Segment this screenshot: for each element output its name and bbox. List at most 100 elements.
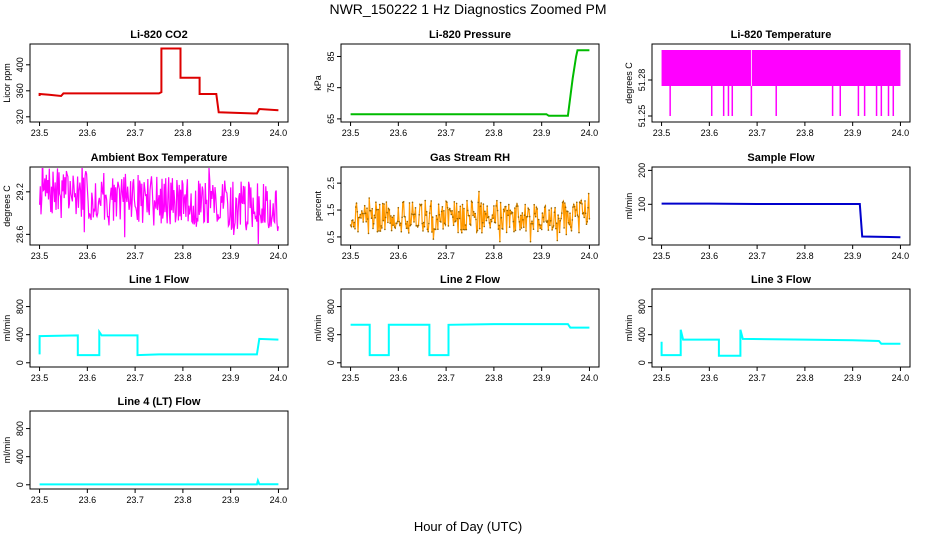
series-point: [473, 216, 476, 218]
series-point: [373, 214, 376, 217]
data-area: [39, 477, 279, 486]
series-point: [423, 225, 426, 228]
series-point: [400, 230, 403, 233]
series-point: [397, 206, 400, 209]
series-point: [541, 212, 544, 214]
series-point: [490, 220, 493, 223]
series-point: [528, 215, 531, 218]
y-tick-label: 51.25: [637, 105, 647, 128]
series-point: [380, 225, 383, 227]
data-area: [38, 328, 279, 357]
series-line: [38, 328, 279, 357]
series-point: [461, 231, 463, 234]
series-point: [580, 199, 582, 202]
series-point: [531, 223, 534, 225]
panel-gas-stream-rh: Gas Stream RH 23.5 23.6 23.7 23.8 23.9 24.0 0.5…: [313, 152, 600, 261]
series-point: [555, 227, 557, 230]
series-point: [437, 228, 439, 230]
series-point: [447, 225, 450, 227]
x-tick-label: 23.8: [485, 251, 503, 261]
y-tick-label: 400: [15, 57, 25, 72]
series-point: [398, 220, 400, 223]
y-tick-label: 28.6: [15, 226, 25, 244]
series-point: [475, 218, 477, 221]
x-tick-label: 23.7: [126, 128, 144, 138]
series-point: [449, 210, 452, 212]
plot-frame: [340, 166, 600, 246]
x-tick-label: 23.7: [437, 373, 455, 383]
series-point: [381, 202, 384, 205]
series-point: [498, 224, 500, 227]
x-tick-label: 23.6: [390, 251, 408, 261]
series-point: [425, 210, 428, 213]
series-point: [378, 230, 380, 232]
series-point: [464, 224, 467, 226]
series-point: [460, 228, 462, 231]
series-line: [350, 323, 590, 357]
series-point: [414, 207, 417, 209]
series-point: [495, 205, 497, 207]
series-point: [584, 212, 587, 215]
plot-frame: [29, 43, 289, 123]
series-point: [378, 203, 381, 206]
x-tick-label: 23.6: [79, 373, 97, 383]
plot-frame: [29, 410, 289, 490]
series-point: [524, 203, 526, 206]
series-point: [522, 219, 524, 221]
panel-title: Li-820 Temperature: [731, 29, 832, 41]
series-point: [443, 210, 445, 212]
series-point: [452, 216, 454, 218]
x-tick-label: 24.0: [270, 495, 288, 505]
series-point: [436, 218, 439, 221]
series-point: [359, 213, 362, 216]
series-point: [530, 223, 532, 225]
series-point: [421, 222, 424, 225]
series-point: [422, 230, 424, 232]
series-point: [497, 228, 500, 230]
panel-title: Sample Flow: [747, 152, 815, 164]
series-point: [561, 212, 563, 214]
series-point: [576, 214, 579, 216]
panel-title: Line 1 Flow: [129, 274, 189, 286]
x-tick-label: 23.6: [701, 373, 719, 383]
series-point: [536, 208, 538, 210]
y-tick-label: 2.5: [326, 177, 336, 190]
series-point: [366, 207, 368, 209]
x-tick-label: 23.8: [796, 251, 814, 261]
data-area: [660, 329, 901, 357]
series-point: [375, 208, 378, 211]
series-point: [514, 229, 517, 232]
y-tick-label: 0.5: [326, 231, 336, 244]
series-point: [428, 222, 430, 225]
series-point: [578, 231, 580, 234]
series-line: [661, 202, 901, 239]
series-point: [387, 207, 390, 210]
series-point: [556, 239, 559, 242]
series-point: [509, 209, 512, 212]
x-tick-label: 23.9: [533, 128, 551, 138]
y-axis-label: ml/min: [624, 193, 634, 220]
series-point: [414, 213, 416, 215]
series-point: [442, 228, 444, 230]
x-tick-label: 23.5: [342, 128, 360, 138]
plot-frame: [29, 166, 289, 246]
series-point: [444, 224, 447, 226]
series-point: [517, 205, 519, 207]
series-point: [508, 226, 511, 228]
series-point: [521, 212, 524, 214]
series-point: [376, 230, 379, 233]
x-tick-label: 23.8: [174, 373, 192, 383]
series-point: [492, 217, 494, 219]
series-point: [575, 209, 577, 211]
panel-line-1-flow: Line 1 Flow 23.5 23.6 23.7 23.8 23.9 24.0 0 400 8…: [2, 274, 289, 383]
plot-frame: [340, 288, 600, 368]
x-tick-label: 23.9: [844, 373, 862, 383]
series-point: [416, 226, 419, 228]
x-tick-label: 23.6: [390, 128, 408, 138]
y-axis-label: ml/min: [624, 315, 634, 342]
series-point: [484, 213, 487, 215]
series-point: [363, 204, 366, 207]
series-point: [389, 222, 391, 224]
y-axis-label: Licor ppm: [2, 63, 12, 103]
y-tick-label: 65: [326, 114, 336, 124]
